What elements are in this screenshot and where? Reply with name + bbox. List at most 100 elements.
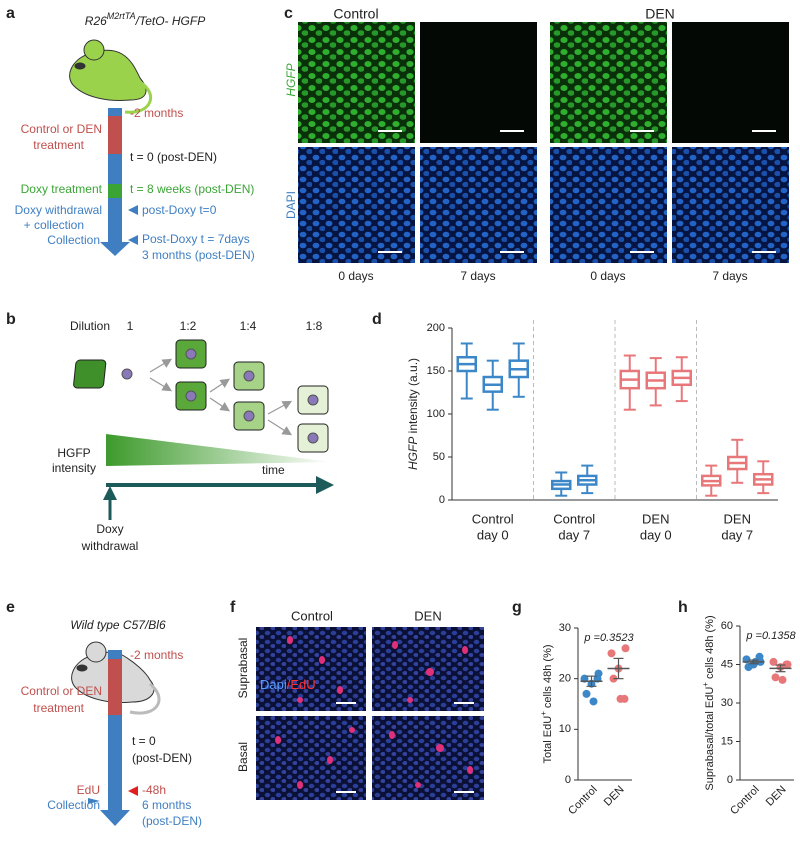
timeline-label: t = 0 [132,734,156,748]
timeline-label: Collection [47,233,100,247]
y-tick-label: 10 [559,723,571,735]
point [769,657,778,666]
y-axis-title-italic: HGFP [406,437,420,470]
timepoint-label: 0 days [590,269,625,283]
timeline-label: + collection [24,218,84,232]
timeline [100,108,138,256]
y-axis-title-sup: + [701,682,710,687]
point [771,673,780,682]
panel-label: e [6,599,15,616]
p-value: p =0.3523 [583,632,634,644]
title-part: /TetO- HGFP [135,14,206,28]
timeline [88,650,138,826]
y-axis-title-text: Suprabasal/total EdU [704,687,716,791]
y-tick-label: 50 [433,451,445,463]
timeline-label: treatment [33,701,84,715]
title-sup: M2rtTA [107,11,136,21]
y-tick-label: 20 [559,673,571,685]
y-tick-label: 100 [427,408,445,420]
panel-label: f [230,599,236,616]
condition-label: Control [291,608,333,623]
mouse-icon [69,39,153,114]
timeline-label: Doxy withdrawal [15,203,102,217]
x-tick-label: DEN [764,784,789,809]
timeline-label: Post-Doxy t = 7days [142,232,250,246]
y-tick-label: 30 [721,697,733,709]
y-axis-title-text: cells 48h (%) [542,644,554,711]
point [607,649,616,658]
timeline-label: -2 months [130,648,183,662]
y-tick-label: 60 [721,620,733,632]
x-tick-label: Control [553,511,595,526]
layer-label: Basal [236,742,250,772]
channel-label: DAPI [284,191,298,219]
layer-label: Suprabasal [236,638,250,699]
point [782,660,791,669]
x-tick-label: DEN [642,511,669,526]
condition-label: DEN [414,608,441,623]
point [620,694,629,703]
withdrawal-label: Doxy [96,522,123,536]
timepoint-label: 0 days [338,269,373,283]
panel-label: d [372,311,382,328]
timeline-label: (post-DEN) [142,814,202,828]
y-tick-label: 0 [565,774,571,786]
timeline-label: treatment [33,138,84,152]
x-tick-label: Control [728,784,762,818]
timeline-label: (post-DEN) [132,751,192,765]
panel-e-title: Wild type C57/Bl6 [70,618,166,632]
timeline-label: EdU [77,783,100,797]
time-arrow [103,476,334,520]
y-axis-title-text: cells 48h (%) [704,615,716,682]
timeline-label: t = 8 weeks (post-DEN) [130,182,254,196]
y-tick-label: 150 [427,365,445,377]
x-tick-label: Control [566,784,600,818]
timeline-label: 3 months (post-DEN) [142,248,255,262]
y-tick-label: 0 [439,494,445,506]
point [582,689,591,698]
timepoint-label: 7 days [712,269,747,283]
x-tick-label: day 7 [558,527,590,542]
x-tick-label: day 0 [477,527,509,542]
intensity-gradient [106,434,332,466]
dilution: 1 [127,319,134,333]
y-axis-title: HGFP intensity (a.u.) [406,358,420,470]
intensity-label: HGFP [57,446,90,460]
y-tick-label: 200 [427,322,445,334]
dilution: 1:8 [306,319,323,333]
x-tick-label: day 7 [721,527,753,542]
channel-label: HGFP [284,63,298,96]
timepoint-label: 7 days [460,269,495,283]
x-tick-label: DEN [724,511,751,526]
point [589,697,598,706]
timeline-label: Control or DEN [21,684,102,698]
point [744,663,753,672]
y-tick-label: 0 [727,774,733,786]
timeline-label: Collection [47,798,100,812]
intensity-label: intensity [52,461,96,475]
point [755,652,764,661]
timeline-label: -2 months [130,106,183,120]
y-tick-label: 30 [559,622,571,634]
withdrawal-label: withdrawal [81,539,139,553]
dilution-label: Dilution [70,319,110,333]
y-axis-title-text: Total EdU [542,716,554,764]
y-axis-title-text: intensity (a.u.) [406,358,420,437]
timeline-label: Control or DEN [21,122,102,136]
timeline-label: 6 months [142,798,191,812]
x-tick-label: DEN [602,784,627,809]
p-value: p =0.1358 [745,630,796,642]
title-part: R26 [85,14,107,28]
timeline-label: -48h [142,783,166,797]
dilution: 1:2 [180,319,197,333]
y-axis-title-sup: + [539,711,548,716]
y-axis-title: Total EdU+ cells 48h (%) [539,644,554,763]
point [778,675,787,684]
panel-a-title: R26M2rtTA/TetO- HGFP [85,11,205,28]
cell-diagram [73,339,329,453]
panel-label: h [678,599,688,616]
condition-label: DEN [645,6,675,22]
panel-label: b [6,311,16,328]
stain-dapi: Dapi [260,677,287,692]
